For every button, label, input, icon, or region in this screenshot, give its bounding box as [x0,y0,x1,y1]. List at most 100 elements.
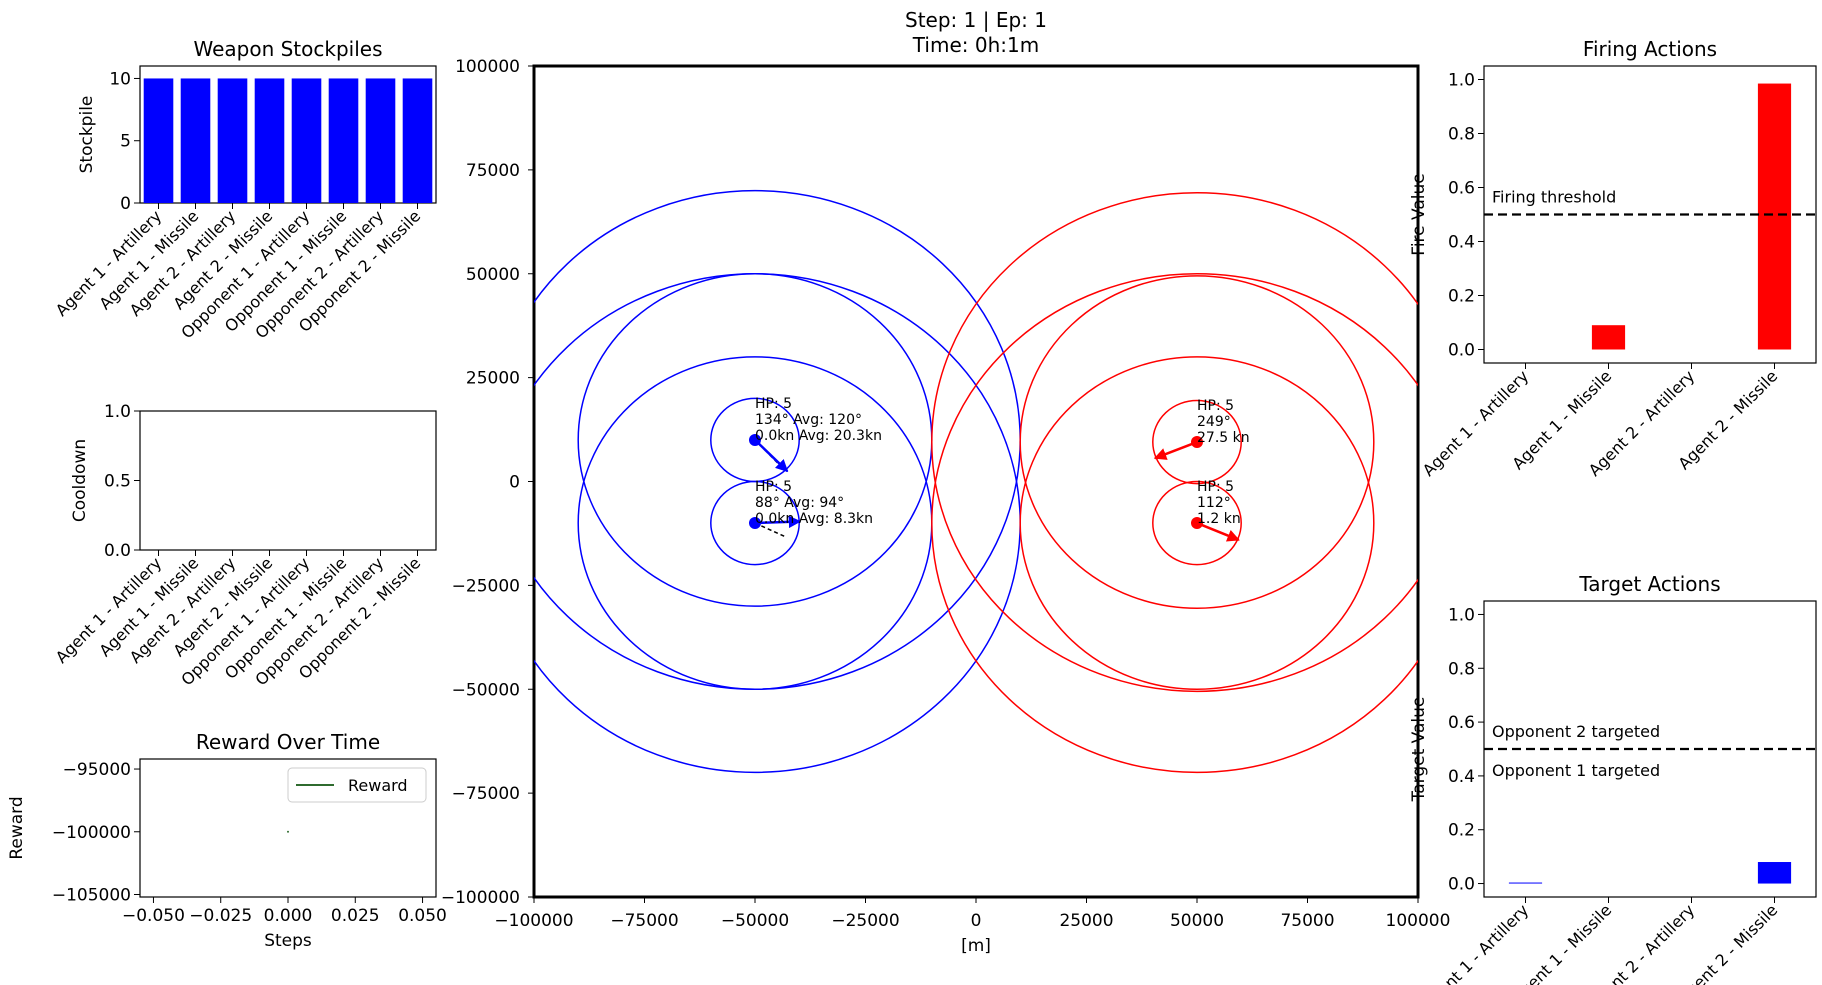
chart-title: Weapon Stockpiles [193,37,382,61]
x-tick-label: 50000 [1170,911,1224,931]
threshold-label-above: Firing threshold [1492,188,1616,207]
y-tick-label: 1.0 [1448,71,1475,91]
bar [180,78,211,203]
x-tick-label: −75000 [610,911,678,931]
bar [1591,325,1626,350]
blue-unit-marker [749,517,761,530]
y-tick-label: 100000 [455,57,520,77]
x-tick-label: −0.050 [122,906,185,926]
red-unit-range-ring [931,273,1418,774]
y-tick-label: 1.0 [104,402,131,422]
y-tick-label: 0.4 [1448,767,1475,787]
y-tick-label: −105000 [52,885,131,905]
y-tick-label: 25000 [466,369,520,389]
y-tick-label: −100000 [441,888,520,908]
y-tick-label: −25000 [452,576,520,596]
x-axis-label: Steps [264,931,312,951]
y-tick-label: 0.0 [1448,341,1475,361]
y-axis-label: Target Value [1409,697,1429,803]
x-tick-label: 0 [971,911,982,931]
bar [143,78,174,203]
y-tick-label: 0 [120,194,131,214]
x-tick-label: 75000 [1280,911,1334,931]
red-unit-label: HP: 5 [1197,398,1234,414]
red-unit-marker [1191,436,1203,449]
y-tick-label: 0.4 [1448,233,1475,253]
red-unit-label: 27.5 kn [1197,430,1250,446]
bar [328,78,359,203]
y-tick-label: 0.8 [1448,125,1475,145]
red-unit-range-ring [931,192,1418,693]
bar [402,78,433,203]
x-tick-label: 0.050 [398,906,447,926]
bar [1757,862,1792,884]
red-unit-sensor-ring [1152,399,1242,485]
firing-actions-chart: Firing Actions 0.0 0.2 0.4 0.6 0.8 1.0 Fire Val… [1409,37,1817,480]
battle-map: −100000 −75000 −50000 −25000 0 25000 50000 7500… [441,57,1451,956]
y-tick-label: −100000 [52,823,131,843]
red-unit-label: 249° [1197,414,1231,430]
y-tick-label: 0.5 [104,472,131,492]
blue-unit-heading-arrow [754,515,802,529]
x-axis-label: [m] [961,936,991,956]
y-tick-label: 10 [109,69,131,89]
y-tick-label: 1.0 [1448,605,1475,625]
red-unit-sensor-ring [1152,480,1242,566]
blue-unit-label: HP: 5 [755,396,792,412]
x-tick-label: 25000 [1059,911,1113,931]
chart-title: Reward Over Time [196,730,380,754]
bar [365,78,396,203]
blue-unit-marker [749,433,761,446]
y-axis-label: Reward [7,796,27,859]
y-tick-label: −75000 [452,784,520,804]
blue-unit-label: 0.0kn Avg: 8.3kn [755,511,873,527]
x-tick-label: −100000 [494,911,573,931]
plot-frame [139,410,437,551]
x-tick-label: 0.025 [331,906,380,926]
y-tick-label: 0.0 [104,541,131,561]
bar [1757,83,1792,350]
y-axis-label: Stockpile [77,96,97,174]
y-tick-label: 0.2 [1448,821,1475,841]
blue-unit-label: 134° Avg: 120° [755,412,862,428]
red-unit-marker [1191,517,1203,530]
red-unit-range-ring [1019,275,1375,609]
bar [291,78,322,203]
y-tick-label: 0.0 [1448,875,1475,895]
threshold-label-above: Opponent 2 targeted [1492,722,1660,741]
bar [217,78,248,203]
red-unit-label: HP: 5 [1197,479,1234,495]
blue-unit-heading-arrow [754,439,789,473]
y-tick-label: 0.2 [1448,287,1475,307]
reward-point [287,830,289,833]
x-tick-label: 0.000 [264,906,313,926]
red-unit-heading-arrow [1153,440,1198,460]
y-tick-label: 75000 [466,161,520,181]
y-tick-label: 0.8 [1448,659,1475,679]
blue-unit-label: 88° Avg: 94° [755,495,844,511]
y-tick-label: 0.6 [1448,179,1475,199]
y-tick-label: 50000 [466,265,520,285]
x-tick-label: −0.025 [189,906,252,926]
avg-heading-line [754,522,787,538]
legend-label: Reward [348,776,408,795]
y-tick-label: 5 [120,132,131,152]
map-frame [532,64,1420,899]
x-tick-label: 100000 [1386,911,1451,931]
blue-unit-label: 0.0kn Avg: 20.3kn [755,428,882,444]
legend-box [287,767,427,803]
blue-unit-label: HP: 5 [755,479,792,495]
bar [1508,882,1543,884]
y-axis-label: Cooldown [70,439,90,522]
chart-title: Firing Actions [1583,37,1717,61]
y-tick-label: −95000 [63,760,131,780]
y-tick-label: −50000 [452,680,520,700]
red-unit-label: 1.2 kn [1197,511,1241,527]
x-tick-label: −50000 [721,911,789,931]
figure-title-line2: Time: 0h:1m [912,33,1039,57]
figure-title-line1: Step: 1 | Ep: 1 [905,8,1047,32]
red-unit-range-ring [1019,356,1375,690]
